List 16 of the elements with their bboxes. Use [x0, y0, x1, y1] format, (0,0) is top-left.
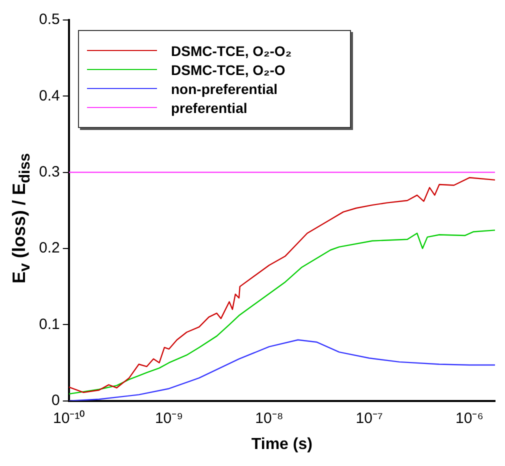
x-tick-label: 10⁻⁷: [356, 410, 383, 427]
legend-label: preferential: [171, 100, 248, 116]
x-tick-label: 10⁻⁸: [255, 410, 284, 427]
x-tick-label: 10⁻⁹: [154, 410, 184, 427]
x-axis-title: Time (s): [251, 436, 312, 453]
x-tick-label: 10⁻¹⁰: [53, 410, 85, 427]
legend-label: DSMC-TCE, O₂-O₂: [171, 42, 292, 58]
legend-label: DSMC-TCE, O₂-O: [171, 62, 286, 78]
y-tick-label: 0: [52, 392, 60, 409]
y-tick-label: 0.3: [38, 163, 60, 180]
legend-label: non-preferential: [171, 80, 278, 96]
y-tick-label: 0.1: [38, 316, 60, 333]
x-tick-label: 10⁻⁶: [456, 410, 484, 427]
y-tick-label: 0.5: [38, 11, 60, 28]
y-tick-label: 0.2: [38, 240, 60, 257]
y-tick-label: 0.4: [38, 87, 60, 104]
